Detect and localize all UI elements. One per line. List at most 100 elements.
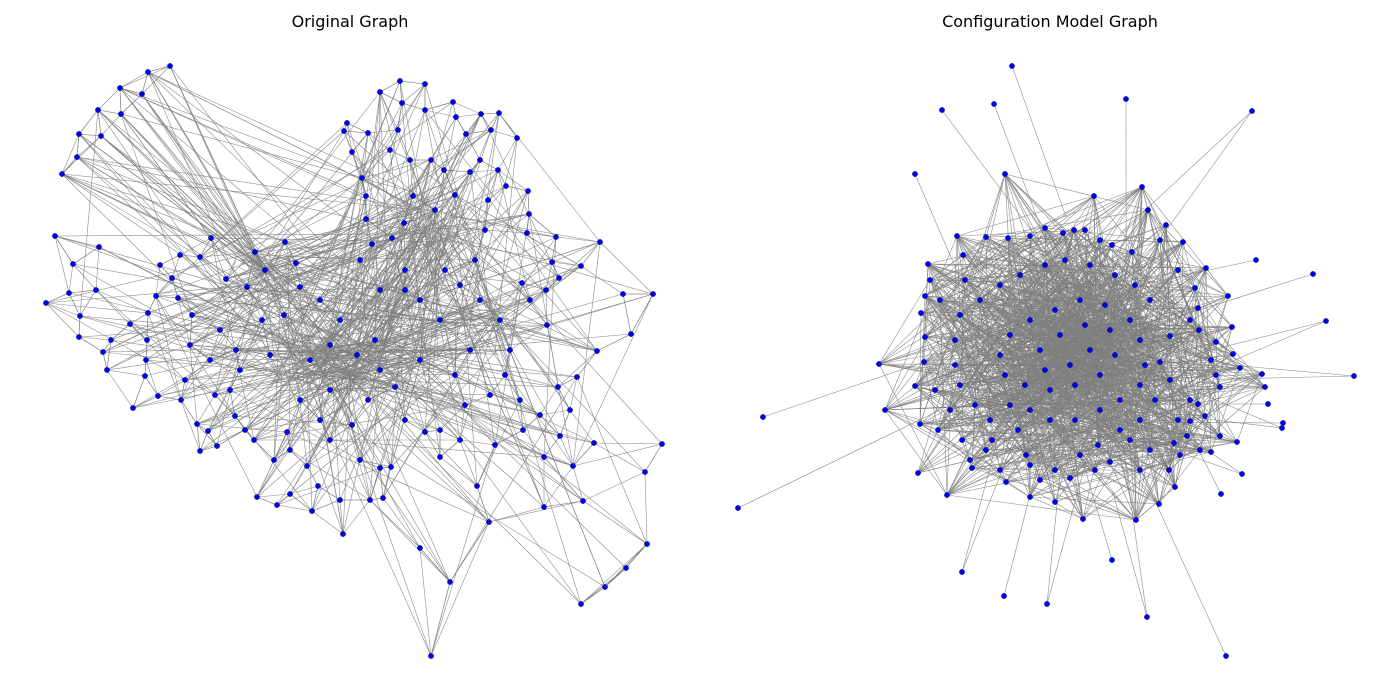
node xyxy=(502,372,508,378)
edge xyxy=(72,263,285,386)
edge xyxy=(119,65,171,89)
edge xyxy=(68,289,97,294)
node xyxy=(997,352,1003,358)
edge xyxy=(403,222,406,271)
edge xyxy=(358,289,547,362)
edge xyxy=(102,351,108,371)
node xyxy=(1037,347,1043,353)
node xyxy=(1112,352,1118,358)
edge xyxy=(76,133,80,158)
edge xyxy=(316,132,369,394)
edge xyxy=(54,235,74,265)
edge xyxy=(225,256,237,280)
edge xyxy=(424,109,560,279)
edge xyxy=(959,314,976,406)
node xyxy=(482,227,488,233)
node xyxy=(1007,402,1013,408)
edge xyxy=(469,169,499,173)
edge xyxy=(1097,326,1150,409)
edge xyxy=(917,429,939,474)
edge xyxy=(1215,367,1241,376)
edge xyxy=(499,299,531,321)
edge xyxy=(497,169,507,187)
edge xyxy=(309,214,456,361)
edge xyxy=(1038,390,1090,400)
edge xyxy=(1027,337,1095,394)
edge xyxy=(1006,364,1122,370)
node xyxy=(417,297,423,303)
edge xyxy=(244,419,321,431)
node xyxy=(1145,207,1151,213)
edge xyxy=(954,339,987,451)
node xyxy=(1172,484,1178,490)
edge xyxy=(1080,347,1117,380)
node xyxy=(1156,501,1162,507)
edges xyxy=(45,65,663,657)
edge xyxy=(997,372,1058,395)
edge xyxy=(120,113,415,193)
edge xyxy=(1044,186,1143,266)
edge xyxy=(1056,268,1115,296)
node xyxy=(208,235,214,241)
node xyxy=(1067,362,1073,368)
node xyxy=(43,300,49,306)
edge xyxy=(1068,359,1145,373)
edge xyxy=(974,367,1241,406)
edge xyxy=(177,297,193,316)
node xyxy=(281,312,287,318)
edge xyxy=(924,186,1143,297)
edge xyxy=(1063,321,1078,393)
edge xyxy=(339,499,344,535)
edge xyxy=(119,87,344,361)
edge xyxy=(1139,186,1143,341)
node xyxy=(514,135,520,141)
node xyxy=(372,337,378,343)
node xyxy=(155,393,161,399)
edge xyxy=(593,442,646,473)
node xyxy=(327,387,333,393)
edge xyxy=(95,289,216,396)
edge xyxy=(1034,341,1055,347)
edge xyxy=(1001,308,1066,346)
node xyxy=(251,437,257,443)
edge xyxy=(1135,486,1176,521)
node xyxy=(178,397,184,403)
edge xyxy=(98,246,371,385)
edge xyxy=(328,354,545,458)
edge xyxy=(401,102,426,111)
node xyxy=(570,463,576,469)
edge xyxy=(1052,257,1087,333)
edge xyxy=(189,314,193,346)
edge xyxy=(1072,356,1149,418)
node xyxy=(402,267,408,273)
edge xyxy=(379,369,396,388)
node xyxy=(1047,387,1053,393)
edge xyxy=(1120,368,1170,379)
node xyxy=(389,235,395,241)
edge xyxy=(199,237,212,258)
edge xyxy=(924,227,1046,297)
edge xyxy=(308,289,547,390)
edge xyxy=(157,311,502,397)
edge xyxy=(1052,298,1088,374)
edge xyxy=(346,122,369,134)
node xyxy=(959,569,965,575)
node xyxy=(485,197,491,203)
node xyxy=(463,131,469,137)
node xyxy=(1167,377,1173,383)
edge xyxy=(914,385,1056,471)
node xyxy=(991,101,997,107)
edge xyxy=(924,236,987,297)
edge xyxy=(273,449,291,461)
node xyxy=(1144,614,1150,620)
edge xyxy=(924,195,1095,297)
node xyxy=(921,359,927,365)
node xyxy=(1001,593,1007,599)
edge xyxy=(171,149,391,279)
edge xyxy=(985,236,1212,361)
node xyxy=(1197,447,1203,453)
node xyxy=(317,297,323,303)
node xyxy=(153,293,159,299)
node xyxy=(1015,427,1021,433)
edge xyxy=(289,399,301,451)
